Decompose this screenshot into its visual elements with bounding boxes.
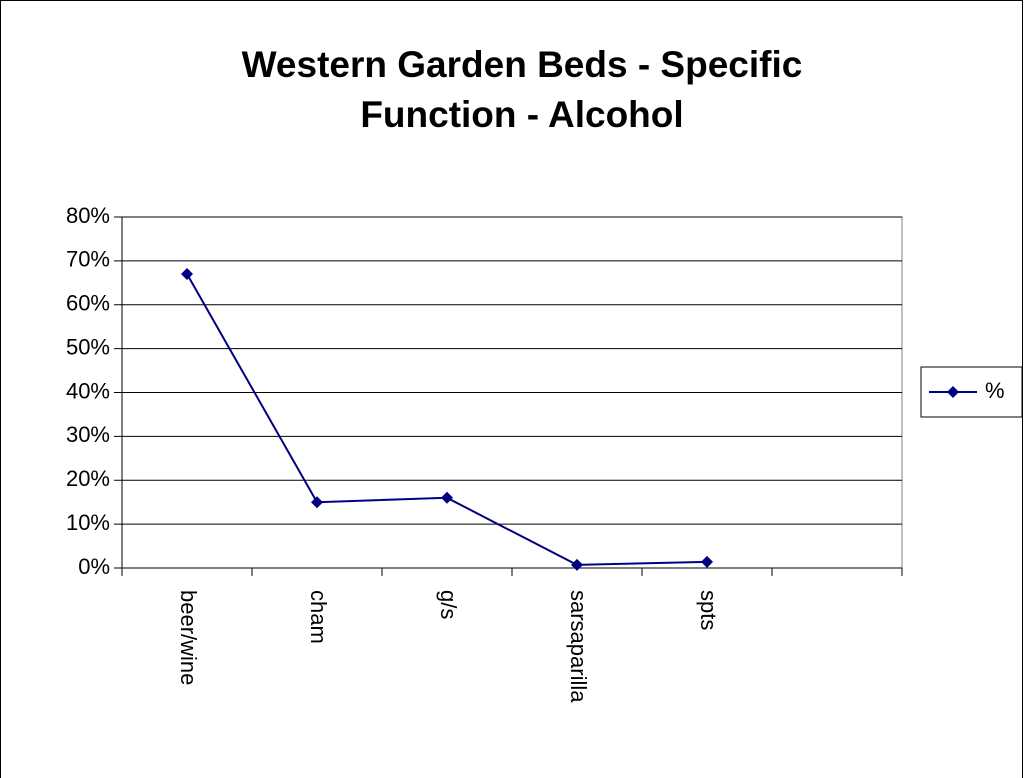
y-tick-label: 30% xyxy=(66,422,110,447)
y-tick-label: 70% xyxy=(66,247,110,272)
legend-label: % xyxy=(985,378,1005,403)
marker xyxy=(181,268,193,281)
y-tick-label: 50% xyxy=(66,334,110,359)
x-tick-label: spts xyxy=(696,590,721,630)
y-tick-label: 40% xyxy=(66,378,110,403)
x-tick-label: cham xyxy=(306,590,331,644)
y-tick-label: 10% xyxy=(66,510,110,535)
y-tick-label: 0% xyxy=(78,554,110,579)
x-tick-label: sarsaparilla xyxy=(566,590,591,703)
marker xyxy=(441,491,453,504)
y-tick-label: 60% xyxy=(66,291,110,316)
legend-marker xyxy=(947,386,959,398)
marker xyxy=(311,496,323,509)
chart-title: Western Garden Beds - Specific Function … xyxy=(241,44,803,135)
y-tick-label: 20% xyxy=(66,466,110,491)
marker xyxy=(571,558,583,571)
marker xyxy=(701,555,713,568)
x-tick-label: beer/wine xyxy=(176,590,201,685)
x-tick-label: g/s xyxy=(436,590,461,619)
y-tick-label: 80% xyxy=(66,203,110,228)
